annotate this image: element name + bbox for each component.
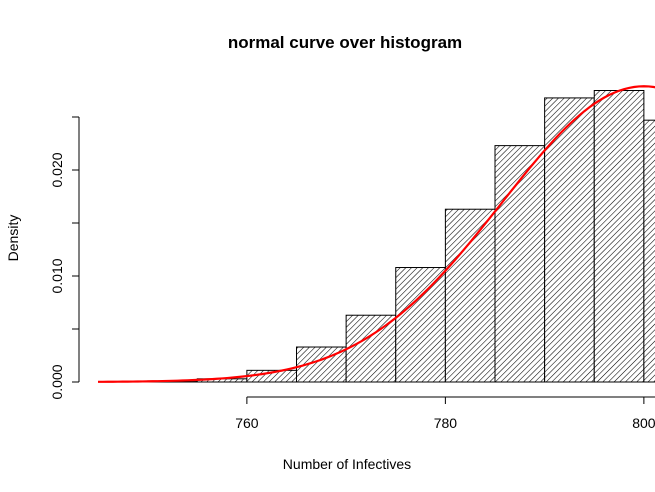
chart-title: normal curve over histogram (228, 33, 462, 52)
y-tick-label-0: 0.000 (49, 364, 65, 399)
histogram-bar-775-780 (395, 267, 446, 383)
normal-curve (97, 85, 655, 383)
y-axis-title: Density (5, 215, 21, 262)
y-tick-label-1: 0.010 (49, 258, 65, 293)
x-axis-ticks: 760780800820840 (235, 397, 655, 431)
x-tick-label-800: 800 (632, 415, 655, 431)
y-tick-label-2: 0.020 (49, 152, 65, 187)
histogram-bars (147, 90, 655, 383)
x-tick-label-760: 760 (235, 415, 259, 431)
histogram-bar-770-775 (345, 314, 397, 383)
histogram-bar-800-805 (643, 119, 655, 383)
histogram-bar-795-800 (593, 90, 645, 383)
histogram-bar-780-785 (444, 208, 496, 383)
histogram-bar-790-795 (544, 97, 595, 383)
x-axis-title: Number of Infectives (283, 456, 411, 472)
x-tick-label-780: 780 (434, 415, 458, 431)
histogram-bar-785-790 (494, 145, 546, 383)
y-axis-ticks: 0.000 0.010 0.020 (49, 116, 79, 400)
